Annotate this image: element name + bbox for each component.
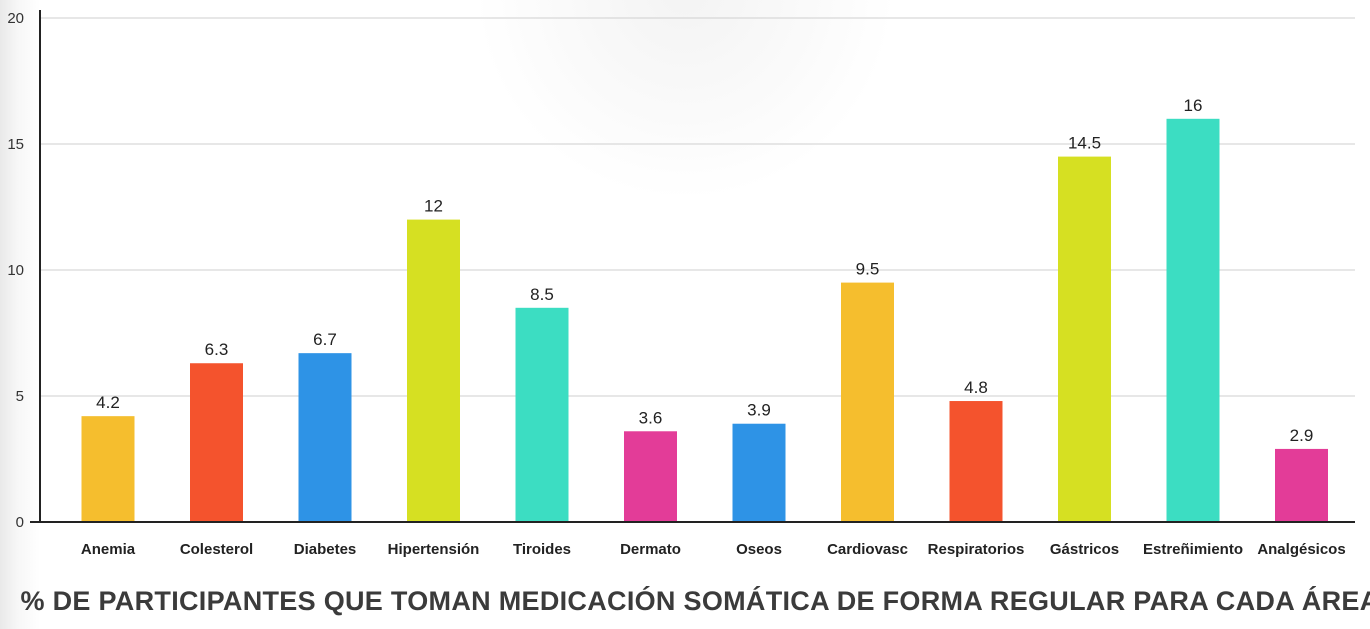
y-tick-labels: 0 5 10 15 20 bbox=[7, 10, 24, 531]
x-tick-label: Anemia bbox=[81, 541, 136, 558]
x-tick-label: Estreñimiento bbox=[1143, 541, 1243, 558]
bar-oseos bbox=[732, 423, 786, 522]
axes bbox=[30, 10, 1355, 523]
data-label: 8.5 bbox=[530, 285, 554, 304]
bar-respiratorios bbox=[949, 401, 1003, 522]
x-tick-label: Colesterol bbox=[180, 541, 253, 558]
data-label: 16 bbox=[1184, 96, 1203, 115]
x-tick-label: Gástricos bbox=[1050, 541, 1119, 558]
y-tick-label: 5 bbox=[16, 388, 24, 405]
data-label: 3.6 bbox=[639, 408, 663, 427]
x-tick-label: Hipertensión bbox=[388, 541, 480, 558]
data-label: 6.3 bbox=[205, 340, 229, 359]
bar-estreñimiento bbox=[1166, 118, 1220, 523]
bar-dermato bbox=[624, 431, 677, 522]
y-tick-label: 20 bbox=[7, 10, 24, 27]
data-label: 4.8 bbox=[964, 378, 988, 397]
bar-gástricos bbox=[1058, 156, 1111, 522]
data-label: 12 bbox=[424, 197, 443, 216]
bar-tiroides bbox=[515, 307, 569, 522]
x-tick-label: Diabetes bbox=[294, 541, 357, 558]
bar-diabetes bbox=[298, 353, 352, 522]
bar-anemia bbox=[81, 416, 135, 522]
x-tick-label: Cardiovasc bbox=[827, 541, 908, 558]
bar-analgésicos bbox=[1275, 448, 1328, 522]
x-tick-label: Dermato bbox=[620, 541, 681, 558]
chart-title: % DE PARTICIPANTES QUE TOMAN MEDICACIÓN … bbox=[20, 586, 1370, 616]
data-label: 3.9 bbox=[747, 401, 771, 420]
bars bbox=[81, 118, 1328, 523]
bar-hipertensión bbox=[407, 219, 460, 522]
data-label: 4.2 bbox=[96, 393, 120, 412]
data-labels: 4.2 6.3 6.7 12 8.5 3.6 3.9 9.5 4.8 14.5 16 2.9 bbox=[96, 96, 1313, 445]
x-tick-label: Tiroides bbox=[513, 541, 571, 558]
y-tick-label: 15 bbox=[7, 136, 24, 153]
gridlines bbox=[40, 17, 1355, 397]
x-tick-label: Respiratorios bbox=[928, 541, 1025, 558]
data-label: 6.7 bbox=[313, 330, 337, 349]
x-tick-labels: Anemia Colesterol Diabetes Hipertensión Tiro… bbox=[81, 541, 1346, 558]
y-tick-label: 10 bbox=[7, 262, 24, 279]
data-label: 2.9 bbox=[1290, 426, 1314, 445]
y-tick-label: 0 bbox=[16, 514, 24, 531]
data-label: 9.5 bbox=[856, 260, 880, 279]
bar-cardiovasc bbox=[841, 282, 894, 522]
bar-colesterol bbox=[190, 363, 243, 522]
x-tick-label: Analgésicos bbox=[1257, 541, 1345, 558]
x-tick-label: Oseos bbox=[736, 541, 782, 558]
data-label: 14.5 bbox=[1068, 134, 1101, 153]
